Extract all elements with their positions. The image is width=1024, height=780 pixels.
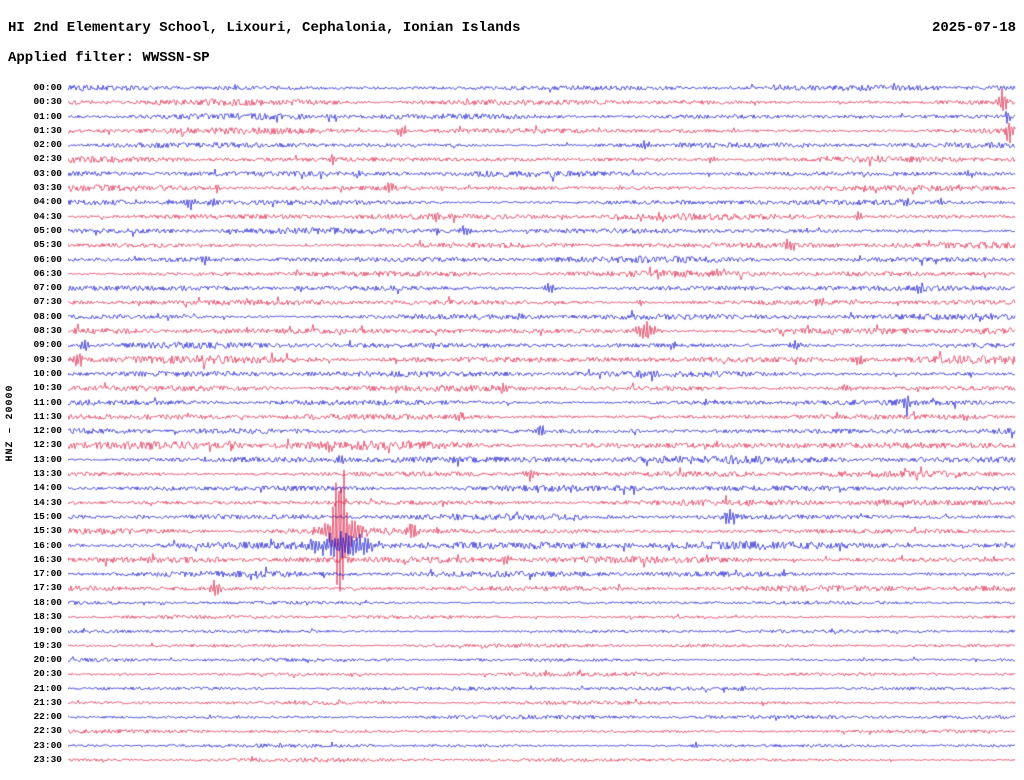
time-label: 10:00 <box>33 367 62 379</box>
time-label: 12:30 <box>33 439 62 451</box>
time-label: 16:30 <box>33 553 62 565</box>
time-label: 15:30 <box>33 525 62 537</box>
time-label: 14:00 <box>33 482 62 494</box>
time-label: 20:30 <box>33 668 62 680</box>
seismogram-traces <box>68 0 1016 780</box>
time-label: 13:30 <box>33 468 62 480</box>
time-label: 11:00 <box>33 396 62 408</box>
time-label: 21:00 <box>33 682 62 694</box>
time-label: 02:30 <box>33 153 62 165</box>
time-label: 23:30 <box>33 754 62 765</box>
time-label: 20:00 <box>33 653 62 665</box>
time-label: 18:00 <box>33 596 62 608</box>
y-axis-label: HNZ – 20000 <box>5 384 16 462</box>
time-label: 05:30 <box>33 239 62 251</box>
time-label: 00:30 <box>33 96 62 108</box>
time-label: 04:30 <box>33 210 62 222</box>
time-label: 19:00 <box>33 625 62 637</box>
time-label: 15:00 <box>33 510 62 522</box>
time-label: 08:00 <box>33 310 62 322</box>
time-label: 13:00 <box>33 453 62 465</box>
time-label: 07:30 <box>33 296 62 308</box>
time-label: 18:30 <box>33 611 62 623</box>
time-label: 17:00 <box>33 568 62 580</box>
time-label: 06:30 <box>33 267 62 279</box>
time-label: 05:00 <box>33 224 62 236</box>
time-label: 09:30 <box>33 353 62 365</box>
time-label: 10:30 <box>33 382 62 394</box>
time-label: 06:00 <box>33 253 62 265</box>
time-label: 11:30 <box>33 410 62 422</box>
time-label: 21:30 <box>33 696 62 708</box>
time-label: 12:00 <box>33 425 62 437</box>
time-label: 02:00 <box>33 139 62 151</box>
time-label: 03:30 <box>33 182 62 194</box>
time-label: 23:00 <box>33 739 62 751</box>
time-label: 04:00 <box>33 196 62 208</box>
time-label: 07:00 <box>33 282 62 294</box>
time-label: 00:00 <box>33 82 62 93</box>
time-label: 16:00 <box>33 539 62 551</box>
time-label: 01:00 <box>33 110 62 122</box>
time-label: 08:30 <box>33 325 62 337</box>
time-label: 09:00 <box>33 339 62 351</box>
time-label: 03:00 <box>33 167 62 179</box>
time-label: 22:30 <box>33 725 62 737</box>
time-label: 22:00 <box>33 711 62 723</box>
time-label: 14:30 <box>33 496 62 508</box>
time-label: 17:30 <box>33 582 62 594</box>
time-label: 01:30 <box>33 124 62 136</box>
time-label: 19:30 <box>33 639 62 651</box>
